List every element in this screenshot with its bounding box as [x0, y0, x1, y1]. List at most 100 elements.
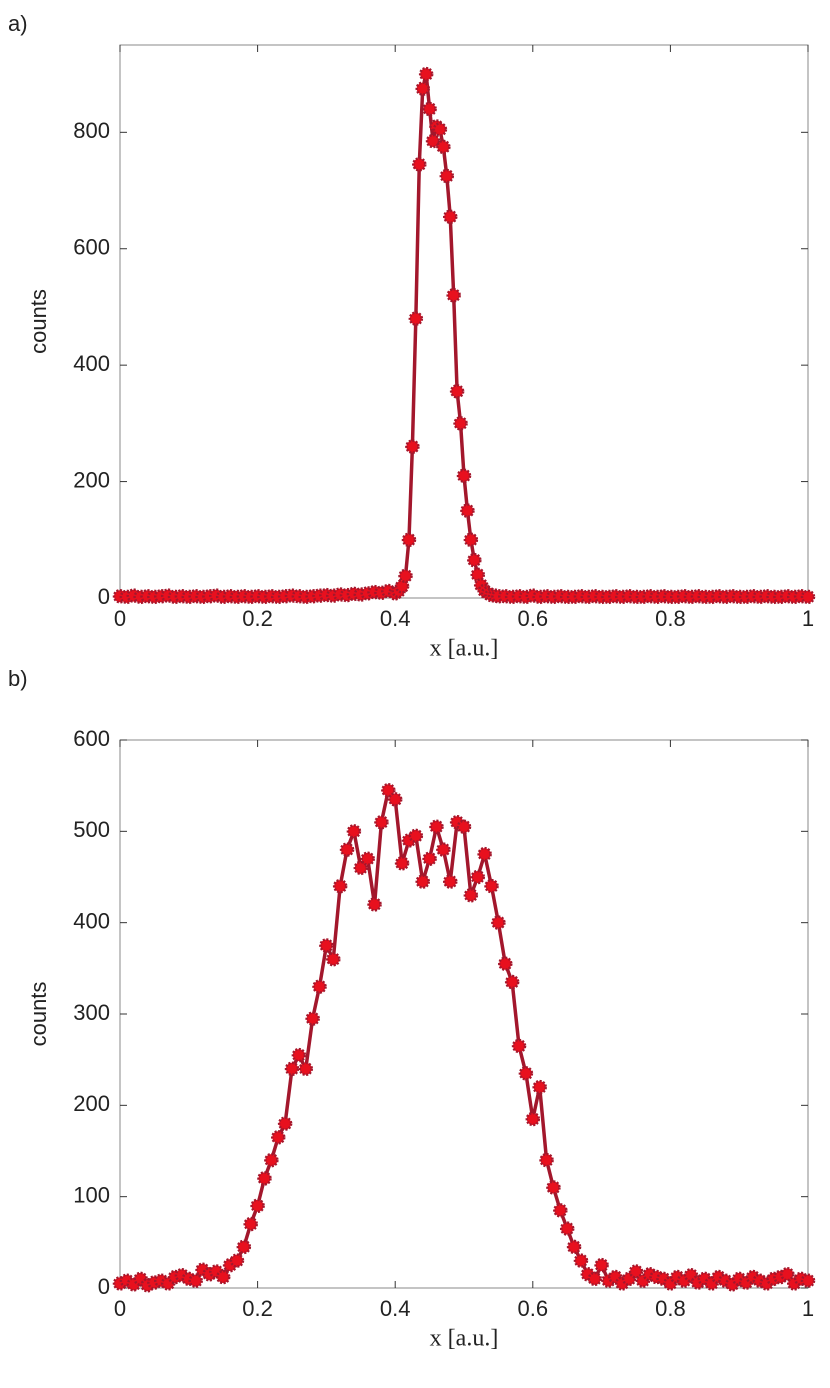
- data-point: [539, 1152, 554, 1168]
- data-point: [394, 579, 410, 594]
- data-point: [405, 439, 420, 454]
- data-point: [387, 792, 403, 807]
- data-point: [398, 568, 413, 584]
- data-point: [436, 842, 451, 857]
- data-point: [243, 1216, 258, 1232]
- y-tick-label: 600: [73, 726, 110, 751]
- x-tick-label: 0: [114, 606, 126, 631]
- y-tick-label: 200: [73, 467, 110, 492]
- x-tick-label: 0.8: [655, 606, 686, 631]
- data-point: [291, 1047, 307, 1063]
- data-line: [119, 786, 809, 1288]
- data-point: [332, 878, 348, 894]
- data-point: [446, 288, 461, 303]
- data-point: [546, 1180, 561, 1195]
- data-point: [250, 1198, 265, 1214]
- data-point: [800, 1273, 816, 1288]
- data-point: [442, 209, 458, 224]
- y-tick-label: 300: [73, 1000, 110, 1025]
- data-point: [346, 824, 362, 839]
- x-tick-label: 0.4: [380, 606, 411, 631]
- data-point: [422, 851, 437, 866]
- data-point: [436, 139, 451, 155]
- data-point: [298, 1061, 314, 1077]
- data-point: [381, 782, 396, 798]
- data-point: [394, 856, 410, 871]
- x-tick-label: 0: [114, 1296, 126, 1321]
- axes-box: [119, 44, 809, 599]
- data-point: [467, 552, 482, 568]
- y-tick-label: 600: [73, 235, 110, 260]
- data-point: [498, 956, 513, 972]
- data-point: [518, 1066, 534, 1081]
- data-point: [312, 979, 327, 994]
- data-point: [367, 897, 382, 912]
- data-point: [800, 589, 816, 605]
- data-point: [257, 1171, 272, 1186]
- data-point: [587, 1271, 602, 1287]
- data-point: [432, 122, 448, 137]
- data-point: [188, 1273, 203, 1288]
- y-axis-label: counts: [26, 982, 51, 1047]
- x-axis-label: x [a.u.]: [430, 1326, 499, 1352]
- data-point: [573, 1253, 589, 1268]
- data-point: [408, 311, 424, 326]
- data-point: [353, 860, 369, 876]
- x-tick-label: 0.4: [380, 1296, 411, 1321]
- data-point: [460, 503, 475, 518]
- x-tick-label: 1: [802, 606, 814, 631]
- data-point: [484, 878, 499, 894]
- x-axis-label: x [a.u.]: [430, 636, 499, 662]
- y-tick-label: 200: [73, 1091, 110, 1116]
- panel-label: b): [8, 666, 28, 691]
- data-point: [780, 1267, 795, 1282]
- data-point: [319, 938, 334, 953]
- data-point: [559, 1221, 575, 1236]
- x-tick-label: 0.2: [242, 1296, 273, 1321]
- data-point: [425, 133, 441, 149]
- x-tick-label: 0.8: [655, 1296, 686, 1321]
- data-point: [374, 814, 389, 830]
- data-point: [270, 1130, 286, 1145]
- data-point: [229, 1253, 245, 1268]
- y-tick-label: 100: [73, 1182, 110, 1207]
- data-point: [215, 1269, 231, 1285]
- data-point: [236, 1239, 252, 1255]
- data-point: [412, 157, 427, 172]
- y-tick-label: 400: [73, 908, 110, 933]
- data-point: [456, 819, 472, 835]
- y-axis-label: counts: [26, 289, 51, 354]
- data-point: [511, 1038, 527, 1054]
- data-point: [525, 1111, 541, 1127]
- data-point: [418, 66, 434, 82]
- data-point: [360, 851, 375, 866]
- data-point: [566, 1239, 582, 1255]
- data-point: [326, 951, 341, 967]
- data-line: [119, 73, 809, 599]
- data-point: [277, 1116, 293, 1131]
- data-point: [339, 842, 355, 857]
- data-point: [449, 384, 465, 399]
- data-point: [477, 846, 492, 862]
- data-point: [408, 828, 424, 844]
- data-point: [628, 1264, 644, 1279]
- y-tick-label: 400: [73, 351, 110, 376]
- data-point: [532, 1079, 547, 1095]
- y-tick-label: 800: [73, 118, 110, 143]
- data-point: [470, 869, 486, 885]
- x-tick-label: 0.6: [518, 606, 549, 631]
- data-point: [453, 416, 468, 431]
- data-point: [504, 974, 520, 990]
- data-point: [415, 874, 430, 889]
- data-point: [284, 1061, 300, 1077]
- x-tick-label: 1: [802, 1296, 814, 1321]
- y-tick-label: 500: [73, 817, 110, 842]
- panel-label: a): [8, 11, 28, 36]
- x-tick-label: 0.6: [518, 1296, 549, 1321]
- data-point: [422, 101, 437, 117]
- data-point: [264, 1152, 279, 1168]
- y-tick-label: 0: [98, 1274, 110, 1299]
- data-point: [491, 915, 506, 930]
- data-point: [463, 532, 479, 548]
